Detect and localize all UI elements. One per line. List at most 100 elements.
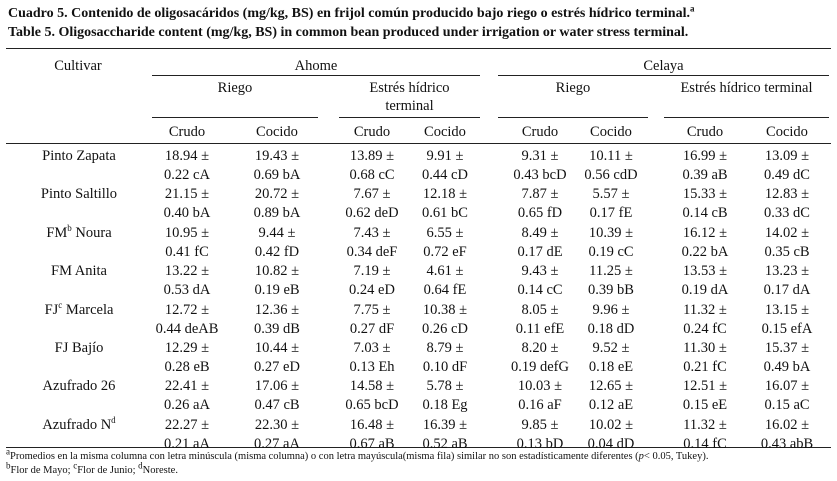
- cell-mean: 12.72 ±: [164, 301, 210, 318]
- row-cultivar-name: Azufrado 26: [42, 378, 116, 395]
- cell-sd-letters: 0.67 aB: [349, 435, 395, 452]
- cell-mean: 13.15 ±: [764, 301, 810, 318]
- cell-sd-letters: 0.04 dD: [587, 435, 635, 452]
- cell-sd-letters: 0.43 abB: [760, 435, 814, 452]
- cell-sd-letters: 0.47 cB: [254, 397, 300, 414]
- cell-sd-letters: 0.69 bA: [253, 167, 301, 183]
- header-state: Crudo: [168, 124, 206, 140]
- header-state: Cocido: [766, 124, 808, 140]
- cell-mean: 7.19 ±: [353, 263, 391, 280]
- cell-mean: 12.18 ±: [422, 186, 468, 203]
- cell-sd-letters: 0.41 fC: [165, 243, 209, 260]
- cell-sd-letters: 0.13 Eh: [349, 359, 395, 375]
- header-bottom-rule: [6, 143, 831, 144]
- cell-mean: 13.89 ±: [349, 148, 395, 164]
- header-cultivar: Cultivar: [54, 58, 102, 74]
- cell-mean: 7.75 ±: [353, 301, 391, 318]
- cell-mean: 7.43 ±: [353, 224, 391, 241]
- header-state: Cocido: [590, 124, 632, 140]
- cell-mean: 7.03 ±: [353, 340, 391, 356]
- cell-sd-letters: 0.21 fC: [683, 359, 727, 375]
- cell-mean: 13.22 ±: [164, 263, 210, 280]
- row-cultivar-name: Pinto Saltillo: [40, 186, 118, 203]
- bottom-rule: [6, 447, 831, 448]
- cell-sd-letters: 0.56 cdD: [584, 167, 638, 183]
- cell-sd-letters: 0.21 aA: [164, 435, 210, 452]
- cell-sd-letters: 0.22 cA: [164, 167, 210, 183]
- cell-sd-letters: 0.13 bD: [516, 435, 564, 452]
- row-cultivar-name: FJc Marcela: [44, 299, 114, 318]
- ahome-rule: [152, 75, 480, 76]
- cell-mean: 21.15 ±: [164, 186, 210, 203]
- cell-mean: 10.82 ±: [254, 263, 300, 280]
- cell-mean: 10.38 ±: [422, 301, 468, 318]
- row-cultivar-name: Azufrado Nd: [42, 414, 116, 433]
- cell-sd-letters: 0.89 bA: [253, 205, 301, 222]
- cell-mean: 11.25 ±: [589, 263, 633, 280]
- header-state: Cocido: [424, 124, 466, 140]
- cell-sd-letters: 0.17 dE: [517, 243, 563, 260]
- header-state: Crudo: [521, 124, 559, 140]
- cell-sd-letters: 0.26 cD: [422, 320, 468, 337]
- cell-sd-letters: 0.19 eB: [254, 282, 300, 299]
- estres-ahome-rule: [339, 117, 480, 118]
- cell-sd-letters: 0.19 dA: [681, 282, 729, 299]
- cell-sd-letters: 0.27 eD: [254, 359, 300, 375]
- cell-sd-letters: 0.14 fC: [683, 435, 727, 452]
- estres-celaya-rule: [664, 117, 829, 118]
- cell-mean: 10.44 ±: [254, 340, 300, 356]
- header-state: Crudo: [686, 124, 724, 140]
- cell-mean: 13.09 ±: [764, 148, 810, 164]
- cell-mean: 7.67 ±: [353, 186, 391, 203]
- header-treatment-riego-celaya: Riego: [555, 80, 591, 96]
- cell-mean: 16.07 ±: [764, 378, 810, 395]
- cell-mean: 15.37 ±: [764, 340, 810, 356]
- cell-sd-letters: 0.44 cD: [422, 167, 468, 183]
- cell-sd-letters: 0.43 bcD: [513, 167, 567, 183]
- cell-sd-letters: 0.12 aE: [588, 397, 634, 414]
- cell-sd-letters: 0.19 defG: [511, 359, 569, 375]
- cell-sd-letters: 0.15 aC: [764, 397, 810, 414]
- cell-mean: 11.30 ±: [683, 340, 727, 356]
- cell-mean: 9.91 ±: [426, 148, 464, 164]
- cell-mean: 12.83 ±: [764, 186, 810, 203]
- cell-sd-letters: 0.44 deAB: [155, 320, 219, 337]
- cell-sd-letters: 0.27 aA: [254, 435, 300, 452]
- celaya-rule: [498, 75, 829, 76]
- table-title-english: Table 5. Oligosaccharide content (mg/kg,…: [8, 25, 689, 40]
- cell-mean: 19.43 ±: [254, 148, 300, 164]
- cell-mean: 13.23 ±: [764, 263, 810, 280]
- cell-sd-letters: 0.14 cC: [517, 282, 563, 299]
- cell-sd-letters: 0.52 aB: [422, 435, 468, 452]
- cell-mean: 6.55 ±: [426, 224, 464, 241]
- footnote-a: aPromedios en la misma columna con letra…: [6, 446, 709, 462]
- cell-mean: 12.36 ±: [254, 301, 300, 318]
- cell-mean: 10.03 ±: [517, 378, 563, 395]
- cell-mean: 22.41 ±: [164, 378, 210, 395]
- header-location-celaya: Celaya: [643, 58, 684, 74]
- cell-mean: 9.52 ±: [592, 340, 630, 356]
- cell-sd-letters: 0.16 aF: [518, 397, 562, 414]
- cell-mean: 11.32 ±: [683, 416, 727, 433]
- cell-sd-letters: 0.34 deF: [346, 243, 398, 260]
- header-treatment-estres-celaya: Estrés hídrico terminal: [680, 80, 813, 96]
- cell-sd-letters: 0.61 bC: [422, 205, 468, 222]
- cell-mean: 9.44 ±: [258, 224, 296, 241]
- cell-sd-letters: 0.27 dF: [349, 320, 395, 337]
- cell-mean: 14.02 ±: [764, 224, 810, 241]
- cell-sd-letters: 0.68 cC: [349, 167, 395, 183]
- cell-sd-letters: 0.40 bA: [163, 205, 211, 222]
- row-cultivar-name: Pinto Zapata: [42, 148, 116, 164]
- cell-mean: 13.53 ±: [682, 263, 728, 280]
- cell-mean: 8.79 ±: [426, 340, 464, 356]
- cell-sd-letters: 0.11 efE: [515, 320, 565, 337]
- cell-mean: 16.48 ±: [349, 416, 395, 433]
- cell-sd-letters: 0.18 Eg: [422, 397, 468, 414]
- table-title-spanish: Cuadro 5. Contenido de oligosacáridos (m…: [8, 3, 695, 21]
- cell-sd-letters: 0.62 deD: [345, 205, 399, 222]
- cell-sd-letters: 0.18 dD: [587, 320, 635, 337]
- cell-mean: 12.51 ±: [682, 378, 728, 395]
- cell-sd-letters: 0.14 cB: [682, 205, 728, 222]
- cell-mean: 9.96 ±: [592, 301, 630, 318]
- cell-mean: 7.87 ±: [521, 186, 559, 203]
